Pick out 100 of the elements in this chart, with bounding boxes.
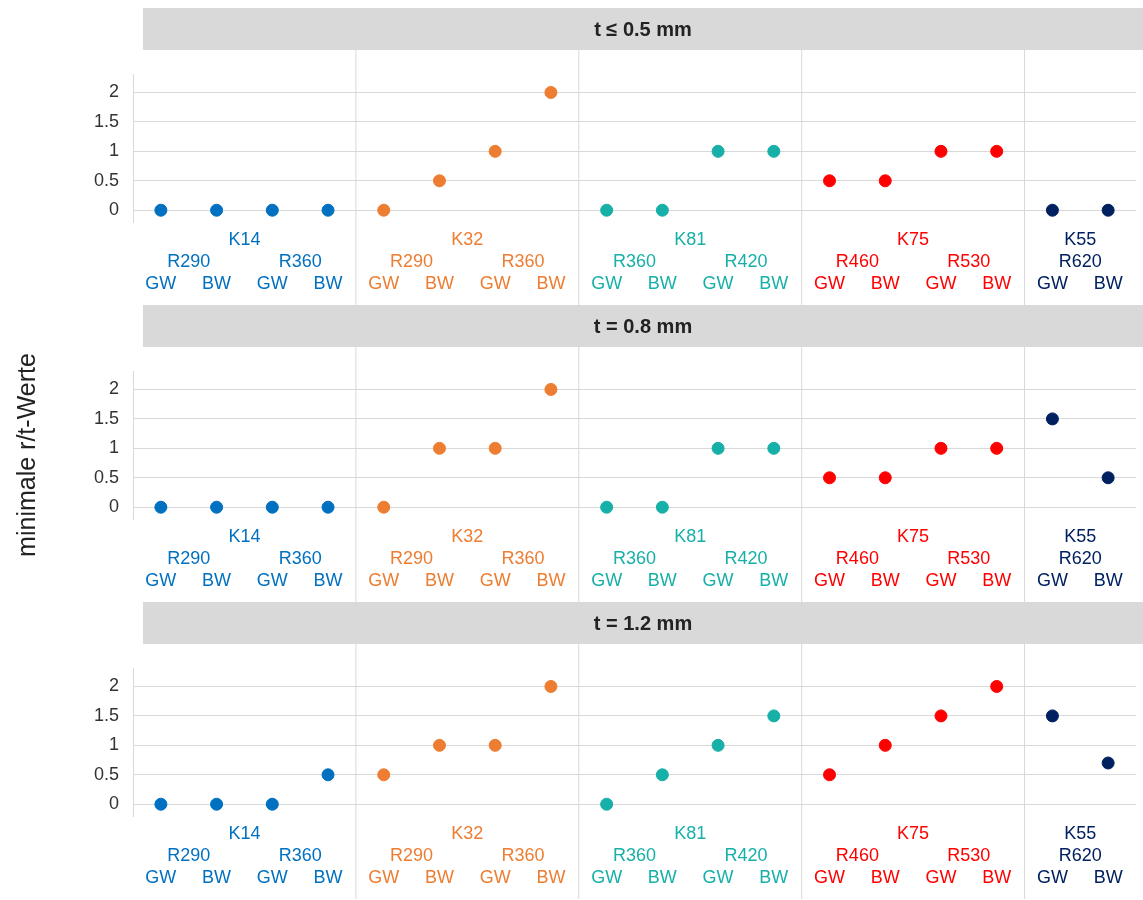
x-tick-label: BW <box>647 866 677 887</box>
x-tick-label: GW <box>702 569 734 590</box>
x-tick-label: GW <box>702 272 734 293</box>
point <box>655 203 669 217</box>
series-label: K14 <box>228 822 261 843</box>
point <box>823 471 837 485</box>
point <box>934 709 948 723</box>
point <box>377 203 391 217</box>
y-tick-label: 1.5 <box>93 407 119 428</box>
text: R460 <box>835 547 879 568</box>
y-tick-label: 1 <box>108 140 119 161</box>
y-tick-label: 0.5 <box>93 466 119 487</box>
x-tick-label: GW <box>591 272 623 293</box>
text: K75 <box>897 228 930 249</box>
point <box>600 203 614 217</box>
x-tick-label: BW <box>1093 866 1123 887</box>
point <box>1101 756 1115 770</box>
text: R290 <box>167 250 211 271</box>
point <box>934 441 948 455</box>
point <box>265 500 279 514</box>
point <box>990 144 1004 158</box>
series-label: K14 <box>228 525 261 546</box>
x-tick-label: GW <box>368 866 400 887</box>
point <box>210 500 224 514</box>
x-tick-label: BW <box>1093 272 1123 293</box>
text: R420 <box>724 844 768 865</box>
point <box>600 500 614 514</box>
x-tick-label: BW <box>759 866 789 887</box>
series-label: K14 <box>228 228 261 249</box>
text: R420 <box>724 547 768 568</box>
point <box>711 738 725 752</box>
point <box>878 174 892 188</box>
x-tick-label: BW <box>759 272 789 293</box>
text: R290 <box>390 250 434 271</box>
x-tick-label: BW <box>202 569 232 590</box>
point <box>154 797 168 811</box>
point <box>655 500 669 514</box>
point <box>1045 203 1059 217</box>
point <box>265 203 279 217</box>
text: K81 <box>674 822 707 843</box>
y-tick-label: 1.5 <box>93 110 119 131</box>
x-tick-label: BW <box>536 866 566 887</box>
point <box>823 174 837 188</box>
point <box>321 500 335 514</box>
x-tick-label: BW <box>982 866 1012 887</box>
y-tick-label: 2 <box>108 378 119 399</box>
x-tick-label: BW <box>1093 569 1123 590</box>
text: R620 <box>1058 547 1102 568</box>
text: K75 <box>897 525 930 546</box>
text: R360 <box>278 844 322 865</box>
text: K55 <box>1064 525 1097 546</box>
x-tick-label: GW <box>145 569 177 590</box>
x-tick-label: GW <box>814 569 846 590</box>
x-tick-label: GW <box>256 866 288 887</box>
x-tick-label: GW <box>256 569 288 590</box>
text: R360 <box>278 250 322 271</box>
text: R360 <box>278 547 322 568</box>
point <box>1045 412 1059 426</box>
x-tick-label: BW <box>870 569 900 590</box>
point <box>655 768 669 782</box>
x-tick-label: GW <box>814 866 846 887</box>
point <box>1101 471 1115 485</box>
x-tick-label: GW <box>368 569 400 590</box>
y-tick-label: 0 <box>108 793 119 814</box>
point <box>432 738 446 752</box>
x-tick-label: GW <box>1036 866 1068 887</box>
x-tick-label: GW <box>591 569 623 590</box>
point <box>321 768 335 782</box>
point <box>767 441 781 455</box>
text: R360 <box>501 844 545 865</box>
x-tick-label: BW <box>202 272 232 293</box>
y-tick-label: 1 <box>108 734 119 755</box>
point <box>210 203 224 217</box>
x-tick-label: GW <box>368 272 400 293</box>
text: R460 <box>835 844 879 865</box>
text: R530 <box>947 844 991 865</box>
y-tick-label: 0 <box>108 496 119 517</box>
y-tick-label: 0.5 <box>93 763 119 784</box>
text: K32 <box>451 228 484 249</box>
point <box>1101 203 1115 217</box>
x-tick-label: GW <box>925 866 957 887</box>
text: K32 <box>451 822 484 843</box>
y-axis-title: minimale r/t-Werte <box>11 353 41 557</box>
x-tick-label: GW <box>479 569 511 590</box>
x-tick-label: GW <box>1036 569 1068 590</box>
x-tick-label: GW <box>702 866 734 887</box>
point <box>154 500 168 514</box>
point <box>432 441 446 455</box>
x-tick-label: BW <box>424 569 454 590</box>
point <box>432 174 446 188</box>
point <box>1045 709 1059 723</box>
point <box>600 797 614 811</box>
text: R360 <box>501 250 545 271</box>
point <box>265 797 279 811</box>
x-tick-label: BW <box>536 272 566 293</box>
x-tick-label: BW <box>424 866 454 887</box>
y-tick-label: 0 <box>108 199 119 220</box>
point <box>377 768 391 782</box>
text: R290 <box>390 547 434 568</box>
y-tick-label: 1 <box>108 437 119 458</box>
